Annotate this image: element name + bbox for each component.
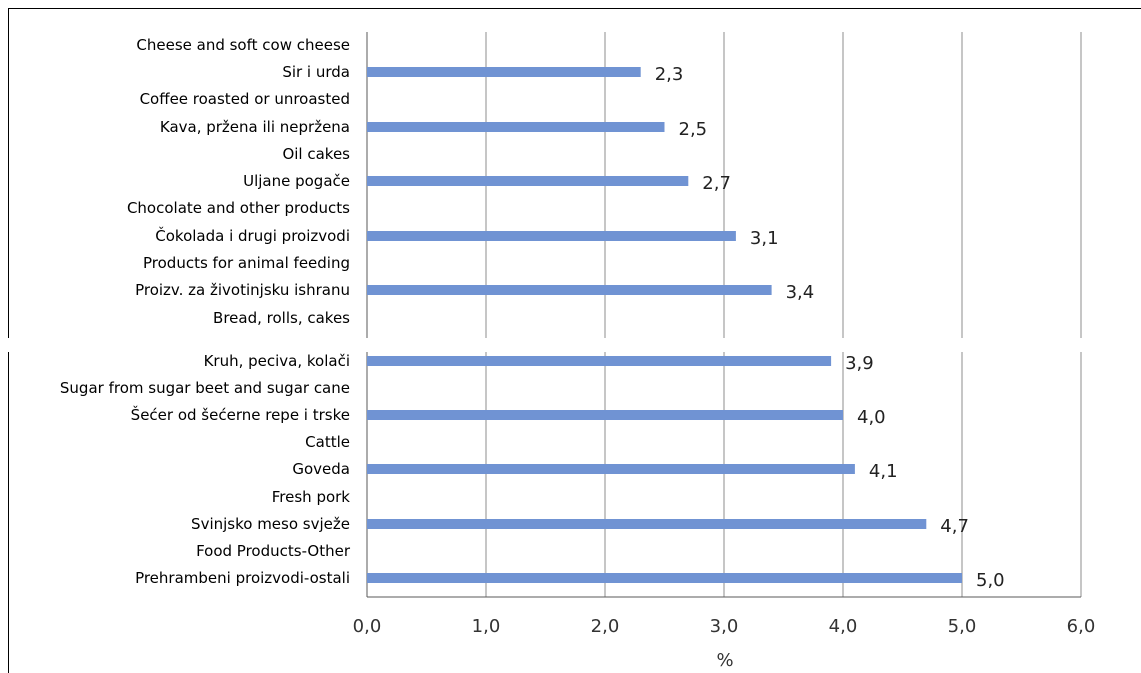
category-label: Kava, pržena ili nepržena bbox=[160, 118, 350, 136]
grid-lines bbox=[366, 32, 1082, 598]
category-label: Cattle bbox=[305, 433, 350, 451]
x-tick-label: 4,0 bbox=[829, 616, 858, 637]
bar bbox=[367, 356, 832, 366]
category-label: Goveda bbox=[292, 460, 350, 478]
category-label: Sir i urda bbox=[282, 63, 350, 81]
x-tick-labels: 0,0 1,0 2,0 3,0 4,0 5,0 6,0 bbox=[353, 616, 1096, 637]
data-label: 2,3 bbox=[655, 64, 684, 85]
category-labels: Cheese and soft cow cheese Sir i urda Coff… bbox=[60, 36, 351, 587]
x-tick-label: 5,0 bbox=[948, 616, 977, 637]
image-split-band bbox=[0, 338, 1141, 352]
bar bbox=[367, 573, 962, 583]
bars bbox=[367, 67, 962, 583]
bar bbox=[367, 285, 772, 295]
value-labels: 2,3 2,5 2,7 3,1 3,4 3,9 4,0 4,1 4,7 5,0 bbox=[655, 64, 1005, 591]
category-label: Products for animal feeding bbox=[143, 254, 350, 272]
category-label: Prehrambeni proizvodi-ostali bbox=[135, 569, 350, 587]
category-label: Proizv. za životinjsku ishranu bbox=[135, 281, 350, 299]
category-label: Coffee roasted or unroasted bbox=[140, 90, 350, 108]
category-label: Oil cakes bbox=[282, 145, 350, 163]
category-label: Cheese and soft cow cheese bbox=[136, 36, 350, 54]
data-label: 3,1 bbox=[750, 228, 779, 249]
data-label: 4,7 bbox=[940, 516, 969, 537]
category-label: Uljane pogače bbox=[243, 172, 350, 190]
x-tick-label: 1,0 bbox=[472, 616, 501, 637]
category-label: Šećer od šećerne repe i trske bbox=[131, 405, 350, 424]
category-label: Kruh, peciva, kolači bbox=[204, 352, 350, 370]
bar bbox=[367, 519, 927, 529]
x-tick-label: 6,0 bbox=[1067, 616, 1096, 637]
data-label: 5,0 bbox=[976, 570, 1005, 591]
category-label: Čokolada i drugi proizvodi bbox=[155, 226, 350, 245]
bar bbox=[367, 176, 689, 186]
data-label: 2,5 bbox=[679, 119, 708, 140]
bar bbox=[367, 231, 736, 241]
category-label: Chocolate and other products bbox=[127, 199, 350, 217]
category-label: Fresh pork bbox=[272, 488, 351, 506]
data-label: 3,9 bbox=[845, 353, 874, 374]
x-tick-label: 2,0 bbox=[591, 616, 620, 637]
category-label: Food Products-Other bbox=[196, 542, 351, 560]
data-label: 2,7 bbox=[702, 173, 731, 194]
data-label: 4,0 bbox=[857, 407, 886, 428]
x-axis-title: % bbox=[716, 650, 733, 671]
data-label: 3,4 bbox=[786, 282, 815, 303]
x-tick-label: 0,0 bbox=[353, 616, 382, 637]
category-label: Svinjsko meso svježe bbox=[191, 515, 350, 533]
bar bbox=[367, 122, 665, 132]
data-label: 4,1 bbox=[869, 461, 898, 482]
x-tick-label: 3,0 bbox=[710, 616, 739, 637]
category-label: Sugar from sugar beet and sugar cane bbox=[60, 379, 350, 397]
bar bbox=[367, 410, 843, 420]
bar bbox=[367, 464, 855, 474]
bar bbox=[367, 67, 641, 77]
category-label: Bread, rolls, cakes bbox=[213, 309, 350, 327]
